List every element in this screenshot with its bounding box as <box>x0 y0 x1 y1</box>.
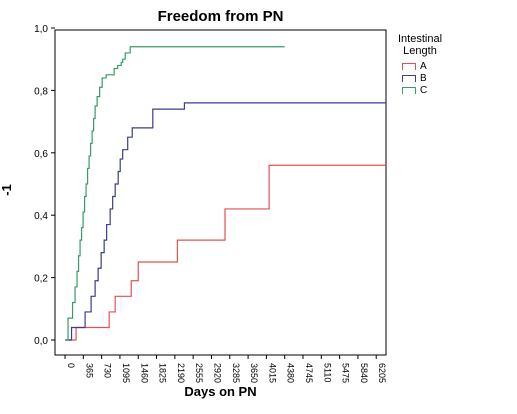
x-tick-label: 4380 <box>286 363 296 383</box>
legend-title: Intestinal Length <box>390 33 450 57</box>
x-tick-label: 0 <box>66 363 76 368</box>
x-tick-label: 730 <box>103 363 113 378</box>
y-tick-label: 0,6 <box>34 149 48 160</box>
legend-label-a: A <box>420 60 427 72</box>
series-line-c <box>65 46 285 341</box>
legend-item-b: B <box>402 72 427 84</box>
x-tick-label: 365 <box>84 363 94 378</box>
x-tick-label: 1825 <box>158 363 168 383</box>
x-tick-label: 4015 <box>267 363 277 383</box>
legend-label-b: B <box>420 72 427 84</box>
x-tick-label: 2555 <box>194 363 204 383</box>
legend-swatch-c <box>402 86 416 94</box>
x-tick-label: 2920 <box>212 363 222 383</box>
plot-frame <box>54 29 387 356</box>
x-axis-label: Days on PN <box>184 384 257 399</box>
x-tick-label: 6205 <box>377 363 387 383</box>
chart-title: Freedom from PN <box>157 8 284 25</box>
legend-label-c: C <box>420 84 428 96</box>
x-tick-label: 4745 <box>304 363 314 383</box>
legend-swatch-a <box>402 62 416 70</box>
x-tick-label: 1095 <box>121 363 131 383</box>
y-tick-label: 0,4 <box>34 211 48 222</box>
y-tick-label: 0,2 <box>34 274 48 285</box>
legend-title-line-2: Length <box>403 45 437 57</box>
legend-item-a: A <box>402 60 427 72</box>
x-tick-label: 3650 <box>249 363 259 383</box>
x-tick-label: 1460 <box>139 363 149 383</box>
legend-swatch-b <box>402 74 416 82</box>
y-tick-label: 0,0 <box>34 336 48 347</box>
series-line-a <box>65 164 386 341</box>
legend-item-c: C <box>402 84 427 96</box>
legend-title-line-1: Intestinal <box>397 33 443 45</box>
x-tick-label: 5110 <box>322 363 332 382</box>
x-tick-label: 2190 <box>176 363 186 383</box>
x-tick-label: 3285 <box>231 363 241 383</box>
y-tick-label: 1,0 <box>34 24 48 35</box>
x-tick-label: 5475 <box>341 363 351 383</box>
series-line-b <box>65 102 386 341</box>
y-tick-label: 0,8 <box>34 86 48 97</box>
x-tick-label: 5840 <box>359 363 369 383</box>
